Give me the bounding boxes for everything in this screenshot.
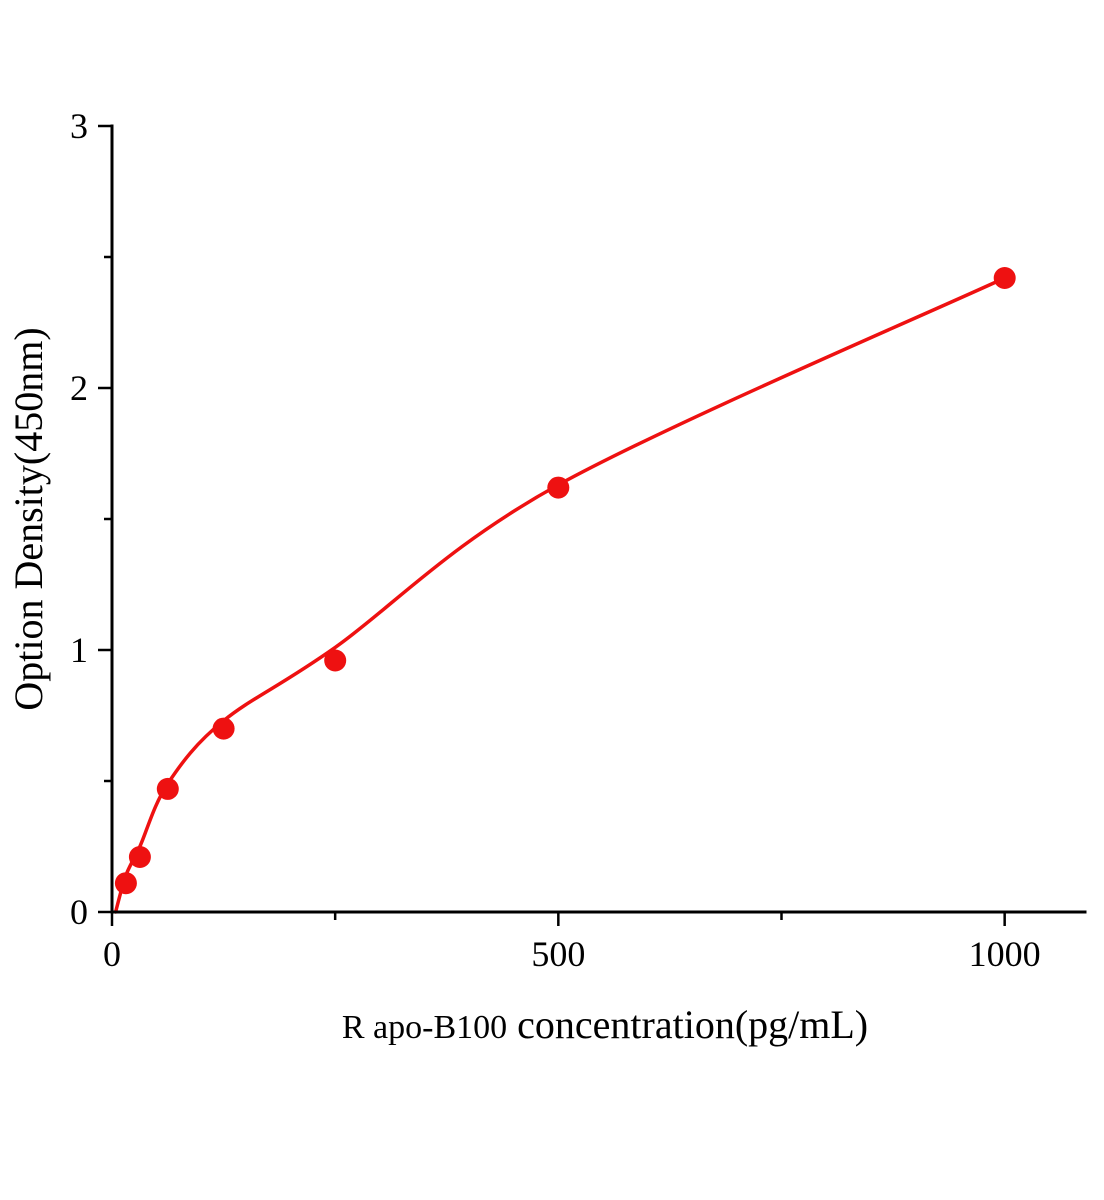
data-point: [212, 717, 235, 740]
y-tick-label: 2: [70, 368, 88, 408]
x-axis-title-suffix: concentration(pg/mL): [507, 1002, 868, 1047]
x-tick-label: 0: [103, 934, 121, 974]
data-point: [547, 476, 570, 499]
y-tick-label: 0: [70, 892, 88, 932]
data-points-layer: [114, 267, 1016, 895]
y-tick-label: 3: [70, 106, 88, 146]
x-tick-label: 1000: [969, 934, 1041, 974]
data-point: [114, 872, 137, 895]
axes-layer: 0 500 1000 0 1 2 3: [70, 106, 1087, 974]
fit-curve-layer: [113, 276, 1007, 914]
y-axis-title: Option Density(450nm): [6, 327, 51, 710]
fit-curve: [113, 276, 1007, 914]
x-tick-label: 500: [531, 934, 585, 974]
x-axis-title-prefix: R apo-B100: [342, 1009, 507, 1046]
data-point: [324, 649, 347, 672]
data-point: [128, 846, 151, 868]
data-point: [993, 267, 1016, 289]
x-axis-title: R apo-B100 concentration(pg/mL): [342, 1002, 868, 1047]
y-tick-label: 1: [70, 630, 88, 670]
data-point: [156, 777, 179, 800]
